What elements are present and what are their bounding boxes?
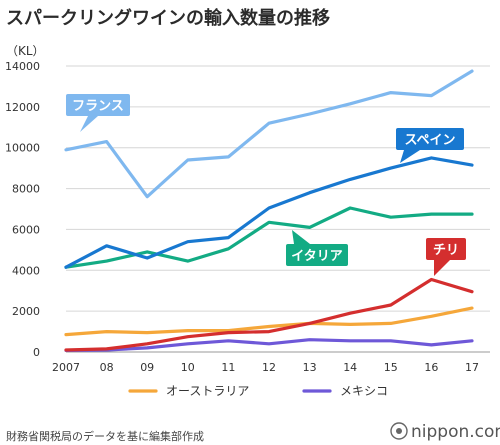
x-tick-label: 2007 — [52, 361, 80, 374]
x-tick-label: 17 — [465, 361, 479, 374]
y-axis-unit: （KL） — [6, 44, 45, 58]
callout-0: フランス — [66, 94, 130, 132]
series-line-5 — [64, 338, 474, 352]
series-line-2 — [64, 206, 474, 269]
series-label: スペイン — [404, 133, 455, 148]
legend-label: オーストラリア — [166, 384, 249, 398]
y-tick-label: 2000 — [12, 305, 40, 318]
x-tick-label: 15 — [384, 361, 398, 374]
callout-pointer — [292, 230, 310, 244]
x-tick-label: 16 — [424, 361, 438, 374]
brand-name: nippon.com — [411, 422, 500, 442]
x-axis-ticks: 2007 08 09 10 11 12 13 14 15 16 17 — [52, 361, 479, 374]
callout-box — [66, 94, 130, 116]
x-tick-label: 10 — [181, 361, 195, 374]
series-label: チリ — [433, 243, 459, 258]
callout-box — [396, 128, 464, 150]
series-lines — [64, 69, 474, 352]
callout-box — [286, 244, 348, 266]
x-tick-label: 12 — [262, 361, 276, 374]
y-axis-ticks: 0 2000 4000 6000 8000 10000 12000 14000 — [5, 60, 40, 359]
y-tick-label: 8000 — [12, 183, 40, 196]
y-tick-label: 4000 — [12, 264, 40, 277]
callout-2: イタリア — [286, 230, 348, 266]
series-line-1 — [64, 156, 474, 269]
x-tick-label: 08 — [100, 361, 114, 374]
y-tick-label: 12000 — [5, 101, 40, 114]
callout-pointer — [434, 260, 450, 276]
brand-logo-icon — [390, 422, 408, 440]
y-tick-label: 0 — [33, 346, 40, 359]
grid — [66, 65, 490, 353]
chart-title: スパークリングワインの輸入数量の推移 — [6, 7, 330, 29]
legend-entry-4: オーストラリア — [128, 384, 249, 398]
x-tick-label: 11 — [221, 361, 235, 374]
series-line-3 — [64, 277, 474, 352]
legend-label: メキシコ — [340, 384, 388, 398]
callout-box — [426, 238, 466, 260]
legend-entry-5: メキシコ — [302, 384, 388, 398]
y-tick-label: 10000 — [5, 142, 40, 155]
callout-pointer — [400, 150, 420, 163]
x-tick-label: 14 — [343, 361, 357, 374]
source-note: 財務省関税局のデータを基に編集部作成 — [6, 429, 204, 443]
y-tick-label: 14000 — [5, 60, 40, 73]
callout-pointer — [80, 116, 98, 132]
series-line-0 — [64, 69, 474, 199]
callout-3: チリ — [426, 238, 466, 276]
legend: オーストラリア メキシコ — [128, 384, 388, 398]
y-tick-label: 6000 — [12, 223, 40, 236]
brand-logo-dot-icon — [396, 428, 402, 434]
series-line-4 — [64, 306, 474, 337]
x-tick-label: 09 — [140, 361, 154, 374]
x-tick-label: 13 — [303, 361, 317, 374]
series-label: フランス — [72, 99, 124, 114]
callout-1: スペイン — [396, 128, 464, 163]
brand-logo: nippon.com — [390, 422, 500, 442]
series-label: イタリア — [291, 249, 342, 264]
